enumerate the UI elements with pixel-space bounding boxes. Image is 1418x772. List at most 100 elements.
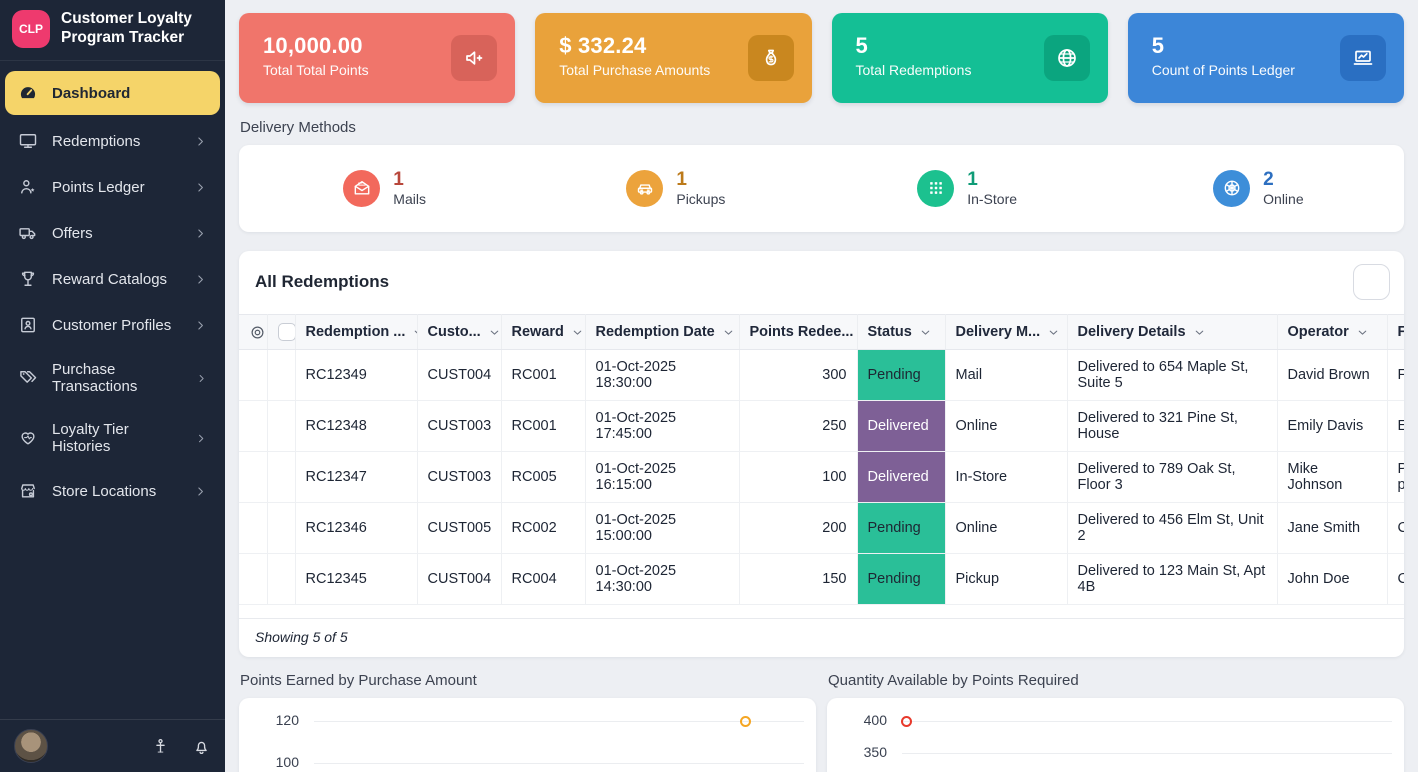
cell-date: 01-Oct-2025 15:00:00 (585, 502, 740, 554)
stat-card-label: Total Purchase Amounts (559, 62, 711, 78)
redemptions-panel: All Redemptions Redemption ... Custo... Re… (239, 251, 1404, 657)
delivery-method-label: Mails (393, 191, 426, 208)
person-star-icon (18, 177, 38, 197)
sidebar-item-label: Dashboard (52, 84, 131, 102)
accessibility-icon[interactable] (151, 737, 170, 756)
delivery-method-pickups: 1 Pickups (530, 169, 821, 207)
sort-chevron-icon[interactable] (919, 326, 932, 339)
table-menu-button[interactable] (1353, 264, 1390, 300)
stat-card-label: Count of Points Ledger (1151, 62, 1295, 78)
sidebar-item-offers[interactable]: Offers (5, 213, 220, 253)
speaker-plus-icon (462, 46, 486, 70)
cell-points: 100 (739, 451, 858, 503)
chart-title: Points Earned by Purchase Amount (240, 672, 477, 689)
table-row[interactable]: RC12349 CUST004 RC001 01-Oct-2025 18:30:00 3… (239, 349, 1404, 401)
sidebar-item-loyalty-tier-histories[interactable]: Loyalty Tier Histories (5, 411, 220, 465)
id-badge-icon (18, 315, 38, 335)
sidebar-item-reward-catalogs[interactable]: Reward Catalogs (5, 259, 220, 299)
stat-card-value: $ 332.24 (559, 33, 647, 58)
sidebar-item-points-ledger[interactable]: Points Ledger (5, 167, 220, 207)
gridline (902, 753, 1392, 754)
keypad-grid-icon (926, 178, 946, 198)
sidebar-item-store-locations[interactable]: Store Locations (5, 471, 220, 511)
row-select-cell (267, 349, 296, 401)
row-focus-column-header (239, 314, 268, 350)
stat-card-value: 5 (1151, 33, 1165, 58)
sort-chevron-icon[interactable] (571, 326, 584, 339)
sort-chevron-icon[interactable] (1047, 326, 1060, 339)
table-row[interactable]: RC12345 CUST004 RC004 01-Oct-2025 14:30:00 1… (239, 553, 1404, 605)
column-header-delivery_method[interactable]: Delivery M... (945, 314, 1068, 350)
table-scroll-gutter[interactable] (239, 605, 1404, 618)
stat-card-label: Total Redemptions (855, 62, 972, 78)
cell-extra: C (1387, 553, 1404, 605)
table-row[interactable]: RC12348 CUST003 RC001 01-Oct-2025 17:45:00 2… (239, 400, 1404, 452)
scatter-point[interactable] (901, 715, 913, 727)
cell-extra: F (1387, 349, 1404, 401)
laptop-chart-icon (1351, 46, 1375, 70)
column-header-operator[interactable]: Operator (1277, 314, 1388, 350)
sort-chevron-icon[interactable] (412, 326, 416, 339)
table-row[interactable]: RC12347 CUST003 RC005 01-Oct-2025 16:15:00 1… (239, 451, 1404, 503)
cell-date: 01-Oct-2025 17:45:00 (585, 400, 740, 452)
sidebar-item-customer-profiles[interactable]: Customer Profiles (5, 305, 220, 345)
sidebar-item-purchase-transactions[interactable]: Purchase Transactions (5, 351, 220, 405)
app-logo: CLP (12, 10, 50, 48)
column-header-customer[interactable]: Custo... (417, 314, 502, 350)
cell-delivery_details: Delivered to 654 Maple St, Suite 5 (1067, 349, 1278, 401)
bell-icon[interactable] (192, 737, 211, 756)
sidebar-item-dashboard[interactable]: Dashboard (5, 71, 220, 115)
user-avatar[interactable] (14, 729, 48, 763)
trophy-icon (18, 269, 38, 289)
stat-card-2: 5 Total Redemptions (831, 13, 1108, 103)
column-header-status[interactable]: Status (857, 314, 946, 350)
chart-title: Quantity Available by Points Required (828, 672, 1079, 689)
sidebar-item-redemptions[interactable]: Redemptions (5, 121, 220, 161)
cell-customer: CUST004 (417, 553, 502, 605)
cell-reward: RC002 (501, 502, 586, 554)
select-all-checkbox[interactable] (277, 323, 294, 341)
cell-points: 150 (739, 553, 858, 605)
stat-card-icon-box (1043, 35, 1090, 81)
cell-operator: Mike Johnson (1277, 451, 1388, 503)
select-all-column-header (267, 314, 296, 350)
y-axis-label: Purchase Amount (245, 742, 275, 772)
column-header-redemption_id[interactable]: Redemption ... (295, 314, 418, 350)
column-header-date[interactable]: Redemption Date (585, 314, 740, 350)
cell-redemption_id: RC12345 (295, 553, 418, 605)
table-footer-count: Showing 5 of 5 (239, 618, 1404, 657)
column-header-delivery_details[interactable]: Delivery Details (1067, 314, 1278, 350)
delivery-method-label: Online (1263, 191, 1304, 208)
delivery-method-icon-circle (343, 169, 381, 207)
scatter-point[interactable] (739, 715, 751, 727)
delivery-method-in-store: 1 In-Store (822, 169, 1113, 207)
delivery-method-mails: 1 Mails (239, 169, 530, 208)
cell-delivery_details: Delivered to 321 Pine St, House (1067, 400, 1278, 452)
money-bag-icon (759, 46, 783, 70)
column-header-reward[interactable]: Reward (501, 314, 586, 350)
chevron-right-icon (194, 319, 207, 332)
chevron-right-icon (194, 135, 207, 148)
sort-chevron-icon[interactable] (488, 326, 500, 339)
stat-card-value: 10,000.00 (263, 33, 363, 58)
cell-extra: C (1387, 502, 1404, 554)
redemptions-table: Redemption ... Custo... Reward Redemption D… (239, 314, 1404, 605)
sidebar-item-label: Store Locations (52, 482, 157, 500)
column-header-label: Custo... (427, 324, 481, 340)
heart-icon (18, 428, 38, 448)
cell-operator: David Brown (1277, 349, 1388, 401)
column-header-extra[interactable]: F (1387, 314, 1404, 350)
sort-chevron-icon[interactable] (1356, 326, 1369, 339)
sort-chevron-icon[interactable] (722, 326, 735, 339)
sort-chevron-icon[interactable] (1193, 326, 1206, 339)
gridline (902, 721, 1392, 722)
truck-icon (18, 223, 38, 243)
sidebar: CLP Customer Loyalty Program Tracker Das… (0, 0, 225, 772)
cell-date: 01-Oct-2025 18:30:00 (585, 349, 740, 401)
chevron-right-icon (194, 181, 207, 194)
sidebar-item-label: Redemptions (52, 132, 141, 150)
app-header: CLP Customer Loyalty Program Tracker (0, 0, 225, 61)
delivery-methods-title: Delivery Methods (240, 119, 356, 136)
table-row[interactable]: RC12346 CUST005 RC002 01-Oct-2025 15:00:00 2… (239, 502, 1404, 554)
column-header-points[interactable]: Points Redee... (739, 314, 858, 350)
